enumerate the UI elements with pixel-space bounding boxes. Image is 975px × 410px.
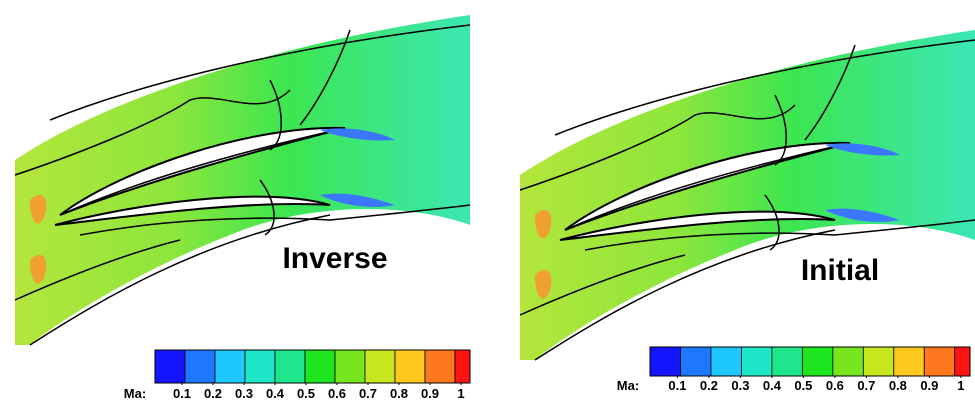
colorbar-tick-label: 0.1 <box>668 378 686 393</box>
colorbar-tick-label: 0.7 <box>857 378 875 393</box>
colorbar-cell <box>215 350 245 383</box>
colorbar-cell <box>650 347 680 376</box>
colorbar-tick-label: 0.5 <box>794 378 812 393</box>
colorbar-cell <box>455 350 470 383</box>
colorbar-tick-label: 1 <box>457 386 464 401</box>
colorbar-cell <box>155 350 185 383</box>
colorbar-tick-label: 0.8 <box>390 386 408 401</box>
colorbar-cell <box>245 350 275 383</box>
colorbar-tick-label: 0.3 <box>235 386 253 401</box>
colorbar-tick-label: 0.4 <box>266 386 285 401</box>
colorbar-cell <box>863 347 893 376</box>
colorbar-tick-label: 0.7 <box>359 386 377 401</box>
contour-plot <box>15 15 470 345</box>
colorbar-title: Ma: <box>124 386 146 401</box>
colorbar-cell <box>955 347 970 376</box>
colorbar-cell <box>365 350 395 383</box>
colorbar-cell <box>185 350 215 383</box>
figure: Inverse Initial 0.1 0.2 0.3 0.4 0.5 0.6 0.7 0.8… <box>0 0 975 410</box>
colorbar-tick-label: 0.4 <box>763 378 782 393</box>
colorbar-cell <box>335 350 365 383</box>
colorbar-cell <box>680 347 710 376</box>
panel-label: Initial <box>801 254 879 287</box>
colorbar-tick-label: 0.6 <box>328 386 346 401</box>
colorbar-cell <box>711 347 741 376</box>
colorbar-tick-label: 0.5 <box>297 386 315 401</box>
colorbar-cell <box>741 347 771 376</box>
colorbar-title: Ma: <box>617 378 639 393</box>
colorbar-tick-label: 1 <box>957 378 964 393</box>
colorbar-cell <box>833 347 863 376</box>
colorbar-cell <box>772 347 802 376</box>
colorbar-cell <box>275 350 305 383</box>
colorbar-tick-label: 0.6 <box>826 378 844 393</box>
colorbar-tick-label: 0.9 <box>421 386 439 401</box>
colorbar-cell <box>802 347 832 376</box>
colorbar-tick-label: 0.2 <box>204 386 222 401</box>
colorbar-cell <box>305 350 335 383</box>
colorbar-tick-label: 0.3 <box>731 378 749 393</box>
colorbar-tick-label: 0.9 <box>920 378 938 393</box>
panel-label: Inverse <box>282 242 387 275</box>
contour-plot <box>520 30 975 360</box>
colorbar-cell <box>395 350 425 383</box>
colorbar-tick-label: 0.2 <box>700 378 718 393</box>
colorbar-cell <box>425 350 455 383</box>
colorbar-cell <box>894 347 924 376</box>
colorbar-cell <box>924 347 954 376</box>
colorbar-tick-label: 0.8 <box>889 378 907 393</box>
colorbar-tick-label: 0.1 <box>173 386 191 401</box>
